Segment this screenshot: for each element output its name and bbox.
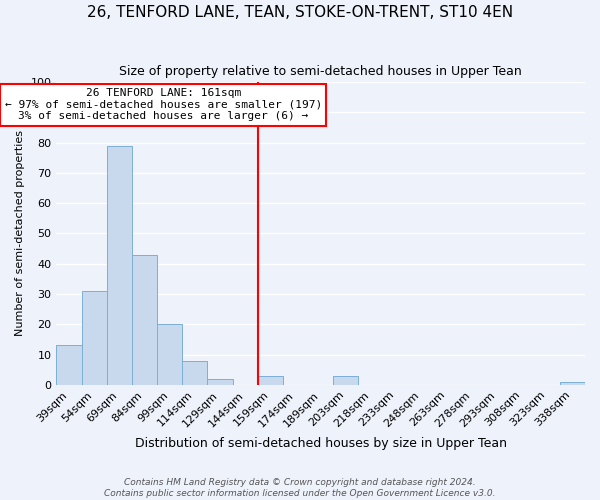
Bar: [208, 379, 233, 385]
Bar: [560, 382, 585, 385]
Text: Contains HM Land Registry data © Crown copyright and database right 2024.
Contai: Contains HM Land Registry data © Crown c…: [104, 478, 496, 498]
Bar: [258, 376, 283, 385]
Text: 26, TENFORD LANE, TEAN, STOKE-ON-TRENT, ST10 4EN: 26, TENFORD LANE, TEAN, STOKE-ON-TRENT, …: [87, 5, 513, 20]
Text: 26 TENFORD LANE: 161sqm
← 97% of semi-detached houses are smaller (197)
3% of se: 26 TENFORD LANE: 161sqm ← 97% of semi-de…: [5, 88, 322, 121]
Bar: [182, 360, 208, 385]
Bar: [157, 324, 182, 385]
Bar: [82, 291, 107, 385]
X-axis label: Distribution of semi-detached houses by size in Upper Tean: Distribution of semi-detached houses by …: [135, 437, 507, 450]
Bar: [132, 254, 157, 385]
Y-axis label: Number of semi-detached properties: Number of semi-detached properties: [15, 130, 25, 336]
Bar: [56, 346, 82, 385]
Bar: [107, 146, 132, 385]
Title: Size of property relative to semi-detached houses in Upper Tean: Size of property relative to semi-detach…: [119, 65, 522, 78]
Bar: [333, 376, 358, 385]
